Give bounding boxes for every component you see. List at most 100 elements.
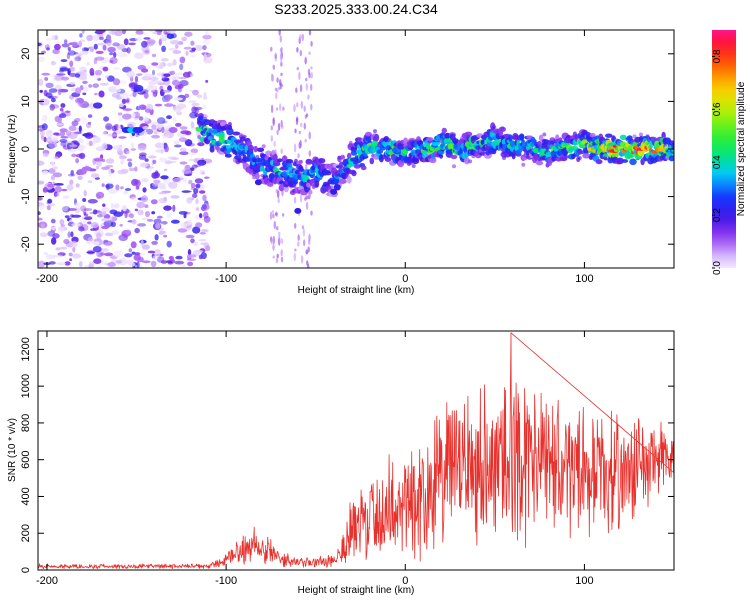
noise-blob <box>58 246 68 250</box>
noise-blob <box>164 206 172 210</box>
noise-blob <box>38 211 41 215</box>
noise-blob <box>53 254 63 258</box>
ridge-blob <box>671 142 674 149</box>
noise-blob <box>48 142 58 149</box>
noise-streak <box>271 74 274 82</box>
noise-blob <box>148 80 158 85</box>
noise-blob <box>138 116 144 121</box>
noise-streak <box>301 225 305 230</box>
noise-blob <box>141 40 148 48</box>
noise-streak <box>303 105 306 112</box>
x-tick-label: -100 <box>215 575 237 587</box>
noise-streak <box>304 56 307 65</box>
noise-blob <box>83 208 93 211</box>
noise-blob <box>98 36 104 41</box>
noise-blob <box>143 92 149 99</box>
noise-blob <box>121 204 127 212</box>
noise-blob <box>71 153 77 158</box>
noise-blob <box>71 214 82 218</box>
noise-blob <box>109 209 118 215</box>
noise-streak <box>279 103 282 112</box>
noise-streak <box>310 83 313 91</box>
noise-blob <box>189 111 198 119</box>
noise-streak <box>310 210 313 216</box>
noise-blob <box>203 176 210 179</box>
noise-blob <box>83 217 93 220</box>
y-tick-label: -10 <box>20 189 32 205</box>
noise-blob <box>130 241 137 249</box>
noise-blob <box>104 262 108 266</box>
noise-blob <box>52 166 58 170</box>
noise-blob <box>69 258 73 262</box>
noise-blob <box>192 193 198 199</box>
noise-blob <box>59 108 64 112</box>
noise-blob <box>178 211 188 215</box>
ridge-halo <box>329 185 334 190</box>
ridge-blob <box>294 207 302 214</box>
noise-blob <box>194 107 199 114</box>
noise-blob <box>122 66 132 73</box>
noise-blob <box>172 204 176 212</box>
noise-blob <box>82 166 92 172</box>
ridge-blob <box>350 150 358 156</box>
noise-blob <box>163 168 168 172</box>
noise-blob <box>125 99 130 103</box>
noise-blob <box>108 188 118 194</box>
noise-streak <box>270 125 273 131</box>
ridge-blob <box>403 150 408 155</box>
noise-blob <box>141 217 150 221</box>
noise-blob <box>65 110 71 113</box>
noise-blob <box>107 133 118 137</box>
ridge-blob <box>314 180 320 188</box>
noise-blob <box>75 153 84 158</box>
noise-blob <box>136 73 143 76</box>
noise-blob <box>57 88 62 96</box>
noise-blob <box>145 128 154 135</box>
colorbar-tick-label: 0.2 <box>712 208 723 222</box>
noise-blob <box>148 155 157 159</box>
noise-blob <box>75 87 82 94</box>
noise-blob <box>60 224 65 227</box>
noise-streak <box>270 135 273 142</box>
spectrogram-x-axis-label: Height of straight line (km) <box>298 285 415 296</box>
noise-blob <box>166 30 176 34</box>
noise-blob <box>112 42 120 47</box>
noise-blob <box>51 226 56 230</box>
ridge-blob <box>530 136 536 143</box>
noise-blob <box>194 178 204 184</box>
noise-blob <box>106 158 115 164</box>
ridge-blob <box>333 184 341 191</box>
ridge-blob <box>338 161 344 169</box>
noise-blob <box>152 255 158 261</box>
noise-blob <box>117 124 122 132</box>
noise-streak <box>296 102 299 108</box>
noise-blob <box>195 183 201 189</box>
noise-blob <box>102 44 107 51</box>
noise-blob <box>118 116 124 122</box>
noise-streak <box>277 122 281 131</box>
ridge-blob <box>537 140 542 147</box>
noise-blob <box>52 48 60 55</box>
ridge-blob <box>318 158 326 164</box>
noise-blob <box>87 180 93 184</box>
noise-blob <box>88 261 95 268</box>
noise-blob <box>77 175 83 180</box>
noise-blob <box>141 260 151 264</box>
noise-blob <box>92 83 99 88</box>
noise-blob <box>50 175 56 181</box>
noise-blob <box>75 183 80 188</box>
noise-blob <box>94 69 103 76</box>
ridge-blob <box>197 142 205 147</box>
noise-blob <box>74 206 80 214</box>
noise-blob <box>126 158 133 162</box>
ridge-halo <box>208 129 213 134</box>
noise-streak <box>272 117 275 127</box>
ridge-blob <box>253 145 258 153</box>
noise-blob <box>38 260 46 268</box>
ridge-blob <box>285 159 294 164</box>
snr-y-ticks: 0 200 400 600 800 1000 1200 <box>20 337 674 573</box>
ridge-blob <box>535 161 544 166</box>
noise-blob <box>113 250 124 258</box>
x-tick-label: -200 <box>36 273 58 285</box>
noise-blob <box>194 250 204 253</box>
